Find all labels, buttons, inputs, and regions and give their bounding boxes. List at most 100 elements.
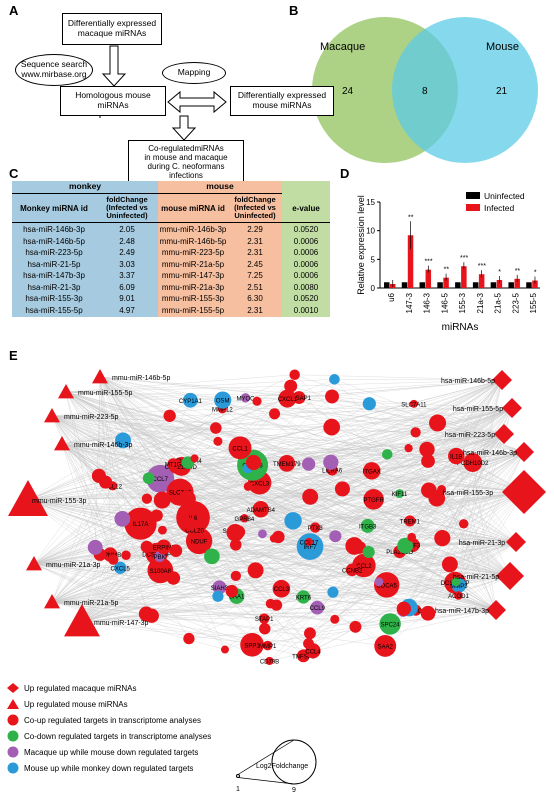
network-edge: [244, 379, 503, 519]
network-edge: [169, 407, 513, 416]
bar-infected: [514, 278, 520, 288]
significance-label: *: [498, 269, 501, 276]
target-node: [210, 422, 222, 434]
network-edge: [449, 433, 505, 565]
macaque-mirna-node: [486, 600, 506, 620]
network-edge: [51, 415, 195, 531]
target-node-label: LILRA6: [322, 468, 343, 474]
bar-infected: [425, 269, 432, 288]
target-node-label: CCL7: [153, 477, 169, 483]
flow-coregulated-line4: infections: [169, 171, 203, 181]
green-circle-icon: [7, 730, 19, 742]
x-tick-label: 155-3: [458, 292, 467, 313]
network-edge: [27, 385, 291, 501]
network-edge: [399, 451, 525, 494]
network-edge: [270, 451, 525, 604]
target-node: [284, 379, 298, 393]
network-edge: [81, 621, 268, 646]
target-node: [269, 534, 278, 543]
target-node: [441, 556, 458, 573]
target-node: [91, 468, 107, 483]
network-edge: [51, 601, 277, 606]
target-node-label: SAA1: [229, 595, 245, 601]
network-edge: [378, 575, 511, 583]
network-edge: [403, 433, 505, 612]
target-node-label: MT1G: [165, 463, 182, 469]
macaque-mirna-node: [502, 398, 522, 418]
target-node: [345, 537, 364, 555]
target-node: [185, 527, 213, 555]
flow-coregulated-line3: during C. neoformans: [147, 162, 225, 171]
network-edge: [27, 499, 464, 524]
network-edge: [368, 451, 525, 553]
table-cell: hsa-miR-223-5p: [25, 248, 83, 257]
network-edge: [51, 415, 409, 449]
network-edge: [387, 454, 517, 543]
target-node: [310, 522, 321, 533]
network-edge: [65, 391, 254, 463]
target-node-label: SPC24: [381, 622, 401, 628]
table-row: hsa-miR-223-5p 2.49 mmu-miR-223-5p 2.31 0.00…: [12, 247, 330, 259]
table-mouse-bg: [158, 181, 282, 317]
target-node: [108, 554, 119, 565]
target-node: [252, 501, 270, 518]
panel-label-d: D: [340, 166, 350, 181]
network-edge: [224, 541, 517, 650]
network-edge: [187, 491, 525, 500]
target-node-label: IL17A: [133, 522, 149, 528]
mouse-mirna-node: [58, 384, 74, 399]
network-edge: [99, 376, 223, 401]
network-edge: [61, 443, 127, 556]
venn-macaque-label: Macaque: [320, 41, 365, 53]
target-node: [240, 393, 251, 403]
network-edge: [156, 515, 517, 543]
target-node: [404, 515, 416, 527]
network-edge: [255, 541, 517, 571]
network-edge: [455, 491, 525, 582]
macaque-mirna-label: hsa-miR-147b-3p: [435, 608, 489, 615]
target-node: [158, 525, 167, 535]
network-edge: [342, 451, 525, 490]
network-edge: [51, 556, 160, 603]
x-tick-label: 21a-5: [494, 292, 503, 313]
mouse-mirna-node: [8, 480, 48, 516]
target-node: [144, 608, 159, 623]
network-edge: [187, 498, 497, 611]
network-edge: [405, 545, 511, 577]
network-edge: [190, 433, 505, 525]
target-node-label: CCL9: [310, 606, 326, 612]
y-tick-label: 0: [371, 284, 376, 293]
network-edge: [61, 443, 388, 455]
network-edge: [190, 400, 525, 453]
target-node: [330, 614, 340, 624]
network-edge: [27, 492, 181, 501]
triangle-icon: [7, 699, 19, 709]
network-edge: [408, 379, 503, 608]
target-node-label: SERPINB2: [149, 545, 179, 551]
target-node: [325, 389, 339, 404]
target-node: [190, 454, 199, 463]
panel-label-e: E: [9, 348, 18, 363]
network-edge: [61, 443, 177, 467]
network-edge: [51, 485, 113, 603]
table-cell: 0.0006: [293, 248, 319, 257]
network-edge: [51, 415, 124, 441]
blue-circle-icon: [7, 762, 19, 774]
target-node: [142, 472, 155, 485]
network-edge: [81, 523, 141, 623]
target-node: [258, 613, 270, 624]
network-edge: [359, 547, 511, 577]
target-node: [329, 530, 342, 543]
table-cell: 2.49: [119, 248, 135, 257]
network-edge: [330, 462, 511, 577]
target-node: [407, 532, 417, 542]
bar-uninfected: [455, 282, 461, 288]
network-edge: [355, 491, 525, 627]
macaque-mirna-label: hsa-miR-146b-3p: [463, 450, 517, 457]
network-edge: [65, 391, 438, 424]
network-edge: [315, 451, 525, 528]
legend-mouseup-row: Mouse up while monkey down regulated tar…: [6, 762, 193, 774]
target-node-label: SLC7A11: [401, 402, 427, 408]
table-group-mouse: mouse: [158, 181, 282, 194]
flow-box-mouse-mirnas: Differentially expressed mouse miRNAs: [230, 86, 334, 116]
